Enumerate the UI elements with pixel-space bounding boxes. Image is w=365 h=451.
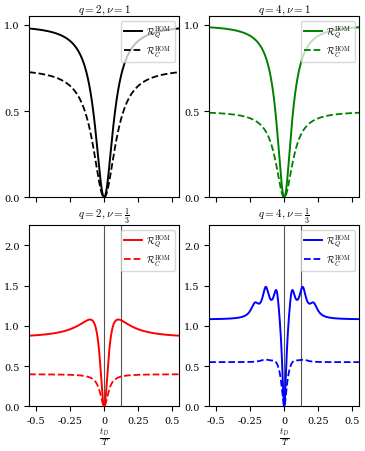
$\mathcal{R}_Q^{\mathrm{HOM}}$ bbox=[207, 26, 211, 31]
Title: $q = 2, \nu = \frac{1}{3}$: $q = 2, \nu = \frac{1}{3}$ bbox=[78, 207, 130, 226]
$\mathcal{R}_C^{\mathrm{HOM}}$ bbox=[102, 404, 106, 409]
$\mathcal{R}_C^{\mathrm{HOM}}$ bbox=[271, 149, 276, 155]
Line: $\mathcal{R}_C^{\mathrm{HOM}}$: $\mathcal{R}_C^{\mathrm{HOM}}$ bbox=[29, 73, 179, 198]
Line: $\mathcal{R}_C^{\mathrm{HOM}}$: $\mathcal{R}_C^{\mathrm{HOM}}$ bbox=[209, 360, 359, 406]
Line: $\mathcal{R}_C^{\mathrm{HOM}}$: $\mathcal{R}_C^{\mathrm{HOM}}$ bbox=[209, 114, 359, 198]
$\mathcal{R}_C^{\mathrm{HOM}}$ bbox=[338, 112, 342, 117]
$\mathcal{R}_C^{\mathrm{HOM}}$ bbox=[282, 404, 287, 409]
Legend: $\mathcal{R}_Q^{\mathrm{HOM}}$, $\mathcal{R}_C^{\mathrm{HOM}}$: $\mathcal{R}_Q^{\mathrm{HOM}}$, $\mathca… bbox=[120, 230, 175, 272]
$\mathcal{R}_C^{\mathrm{HOM}}$ bbox=[53, 75, 57, 81]
$\mathcal{R}_C^{\mathrm{HOM}}$ bbox=[84, 115, 89, 120]
$\mathcal{R}_Q^{\mathrm{HOM}}$ bbox=[158, 29, 162, 35]
$\mathcal{R}_Q^{\mathrm{HOM}}$ bbox=[44, 332, 49, 337]
$\mathcal{R}_Q^{\mathrm{HOM}}$ bbox=[271, 91, 276, 97]
$\mathcal{R}_Q^{\mathrm{HOM}}$ bbox=[264, 285, 268, 290]
$\mathcal{R}_C^{\mathrm{HOM}}$ bbox=[233, 113, 237, 118]
$\mathcal{R}_Q^{\mathrm{HOM}}$ bbox=[102, 195, 106, 201]
$\mathcal{R}_C^{\mathrm{HOM}}$ bbox=[158, 74, 162, 79]
$\mathcal{R}_C^{\mathrm{HOM}}$ bbox=[338, 359, 342, 365]
$\mathcal{R}_Q^{\mathrm{HOM}}$ bbox=[177, 333, 181, 339]
$\mathcal{R}_C^{\mathrm{HOM}}$ bbox=[91, 144, 95, 150]
$\mathcal{R}_Q^{\mathrm{HOM}}$ bbox=[224, 27, 228, 32]
$\mathcal{R}_Q^{\mathrm{HOM}}$ bbox=[233, 316, 237, 321]
$\mathcal{R}_Q^{\mathrm{HOM}}$ bbox=[88, 317, 92, 322]
$\mathcal{R}_Q^{\mathrm{HOM}}$ bbox=[53, 331, 57, 336]
$\mathcal{R}_Q^{\mathrm{HOM}}$ bbox=[282, 404, 287, 409]
Line: $\mathcal{R}_C^{\mathrm{HOM}}$: $\mathcal{R}_C^{\mathrm{HOM}}$ bbox=[29, 374, 179, 406]
$\mathcal{R}_C^{\mathrm{HOM}}$ bbox=[158, 372, 162, 377]
$\mathcal{R}_Q^{\mathrm{HOM}}$ bbox=[357, 26, 361, 31]
$\mathcal{R}_Q^{\mathrm{HOM}}$ bbox=[265, 58, 269, 64]
Line: $\mathcal{R}_Q^{\mathrm{HOM}}$: $\mathcal{R}_Q^{\mathrm{HOM}}$ bbox=[29, 29, 179, 198]
Legend: $\mathcal{R}_Q^{\mathrm{HOM}}$, $\mathcal{R}_C^{\mathrm{HOM}}$: $\mathcal{R}_Q^{\mathrm{HOM}}$, $\mathca… bbox=[301, 230, 355, 272]
$\mathcal{R}_C^{\mathrm{HOM}}$ bbox=[177, 372, 181, 377]
$\mathcal{R}_C^{\mathrm{HOM}}$ bbox=[357, 111, 361, 116]
$\mathcal{R}_C^{\mathrm{HOM}}$ bbox=[102, 195, 106, 201]
$\mathcal{R}_C^{\mathrm{HOM}}$ bbox=[207, 359, 211, 365]
Title: $q = 4, \nu = 1$: $q = 4, \nu = 1$ bbox=[258, 4, 311, 17]
$\mathcal{R}_Q^{\mathrm{HOM}}$ bbox=[224, 316, 228, 322]
$\mathcal{R}_Q^{\mathrm{HOM}}$ bbox=[84, 71, 89, 77]
$\mathcal{R}_C^{\mathrm{HOM}}$ bbox=[91, 377, 95, 382]
Legend: $\mathcal{R}_Q^{\mathrm{HOM}}$, $\mathcal{R}_C^{\mathrm{HOM}}$: $\mathcal{R}_Q^{\mathrm{HOM}}$, $\mathca… bbox=[301, 22, 355, 63]
X-axis label: $\frac{t_D}{T}$: $\frac{t_D}{T}$ bbox=[99, 425, 110, 447]
Line: $\mathcal{R}_Q^{\mathrm{HOM}}$: $\mathcal{R}_Q^{\mathrm{HOM}}$ bbox=[209, 287, 359, 406]
$\mathcal{R}_C^{\mathrm{HOM}}$ bbox=[177, 70, 181, 76]
$\mathcal{R}_Q^{\mathrm{HOM}}$ bbox=[282, 195, 287, 201]
$\mathcal{R}_Q^{\mathrm{HOM}}$ bbox=[338, 28, 342, 33]
$\mathcal{R}_C^{\mathrm{HOM}}$ bbox=[263, 357, 268, 363]
$\mathcal{R}_Q^{\mathrm{HOM}}$ bbox=[174, 27, 178, 32]
$\mathcal{R}_Q^{\mathrm{HOM}}$ bbox=[177, 27, 181, 32]
$\mathcal{R}_Q^{\mathrm{HOM}}$ bbox=[84, 318, 89, 323]
$\mathcal{R}_Q^{\mathrm{HOM}}$ bbox=[174, 333, 178, 339]
$\mathcal{R}_Q^{\mathrm{HOM}}$ bbox=[354, 26, 358, 31]
$\mathcal{R}_C^{\mathrm{HOM}}$ bbox=[357, 359, 361, 365]
Line: $\mathcal{R}_Q^{\mathrm{HOM}}$: $\mathcal{R}_Q^{\mathrm{HOM}}$ bbox=[209, 28, 359, 198]
$\mathcal{R}_C^{\mathrm{HOM}}$ bbox=[27, 372, 31, 377]
$\mathcal{R}_C^{\mathrm{HOM}}$ bbox=[207, 111, 211, 116]
Title: $q = 4, \nu = \frac{1}{3}$: $q = 4, \nu = \frac{1}{3}$ bbox=[258, 207, 310, 226]
$\mathcal{R}_Q^{\mathrm{HOM}}$ bbox=[265, 286, 269, 291]
$\mathcal{R}_C^{\mathrm{HOM}}$ bbox=[53, 372, 57, 377]
$\mathcal{R}_Q^{\mathrm{HOM}}$ bbox=[27, 27, 31, 32]
$\mathcal{R}_C^{\mathrm{HOM}}$ bbox=[282, 195, 287, 201]
$\mathcal{R}_C^{\mathrm{HOM}}$ bbox=[174, 372, 178, 377]
$\mathcal{R}_C^{\mathrm{HOM}}$ bbox=[224, 359, 228, 365]
$\mathcal{R}_C^{\mathrm{HOM}}$ bbox=[265, 357, 269, 363]
$\mathcal{R}_Q^{\mathrm{HOM}}$ bbox=[102, 404, 106, 409]
Legend: $\mathcal{R}_Q^{\mathrm{HOM}}$, $\mathcal{R}_C^{\mathrm{HOM}}$: $\mathcal{R}_Q^{\mathrm{HOM}}$, $\mathca… bbox=[120, 22, 175, 63]
$\mathcal{R}_C^{\mathrm{HOM}}$ bbox=[224, 112, 228, 117]
$\mathcal{R}_C^{\mathrm{HOM}}$ bbox=[354, 359, 358, 365]
Title: $q = 2, \nu = 1$: $q = 2, \nu = 1$ bbox=[78, 4, 131, 17]
$\mathcal{R}_C^{\mathrm{HOM}}$ bbox=[27, 70, 31, 76]
$\mathcal{R}_C^{\mathrm{HOM}}$ bbox=[271, 358, 276, 364]
$\mathcal{R}_Q^{\mathrm{HOM}}$ bbox=[207, 317, 211, 322]
$\mathcal{R}_Q^{\mathrm{HOM}}$ bbox=[233, 28, 237, 34]
$\mathcal{R}_Q^{\mathrm{HOM}}$ bbox=[27, 333, 31, 339]
$\mathcal{R}_Q^{\mathrm{HOM}}$ bbox=[158, 331, 162, 337]
$\mathcal{R}_Q^{\mathrm{HOM}}$ bbox=[271, 295, 276, 300]
Line: $\mathcal{R}_Q^{\mathrm{HOM}}$: $\mathcal{R}_Q^{\mathrm{HOM}}$ bbox=[29, 320, 179, 406]
$\mathcal{R}_C^{\mathrm{HOM}}$ bbox=[44, 73, 49, 78]
$\mathcal{R}_Q^{\mathrm{HOM}}$ bbox=[357, 317, 361, 322]
$\mathcal{R}_C^{\mathrm{HOM}}$ bbox=[174, 71, 178, 76]
$\mathcal{R}_Q^{\mathrm{HOM}}$ bbox=[338, 316, 342, 322]
$\mathcal{R}_Q^{\mathrm{HOM}}$ bbox=[91, 109, 95, 114]
X-axis label: $\frac{t_D}{T}$: $\frac{t_D}{T}$ bbox=[279, 425, 289, 447]
$\mathcal{R}_C^{\mathrm{HOM}}$ bbox=[44, 372, 49, 377]
$\mathcal{R}_C^{\mathrm{HOM}}$ bbox=[84, 374, 89, 379]
$\mathcal{R}_C^{\mathrm{HOM}}$ bbox=[233, 359, 237, 365]
$\mathcal{R}_Q^{\mathrm{HOM}}$ bbox=[354, 317, 358, 322]
$\mathcal{R}_Q^{\mathrm{HOM}}$ bbox=[53, 31, 57, 37]
$\mathcal{R}_C^{\mathrm{HOM}}$ bbox=[265, 131, 269, 137]
$\mathcal{R}_C^{\mathrm{HOM}}$ bbox=[354, 111, 358, 116]
$\mathcal{R}_Q^{\mathrm{HOM}}$ bbox=[44, 29, 49, 34]
$\mathcal{R}_Q^{\mathrm{HOM}}$ bbox=[91, 319, 95, 324]
